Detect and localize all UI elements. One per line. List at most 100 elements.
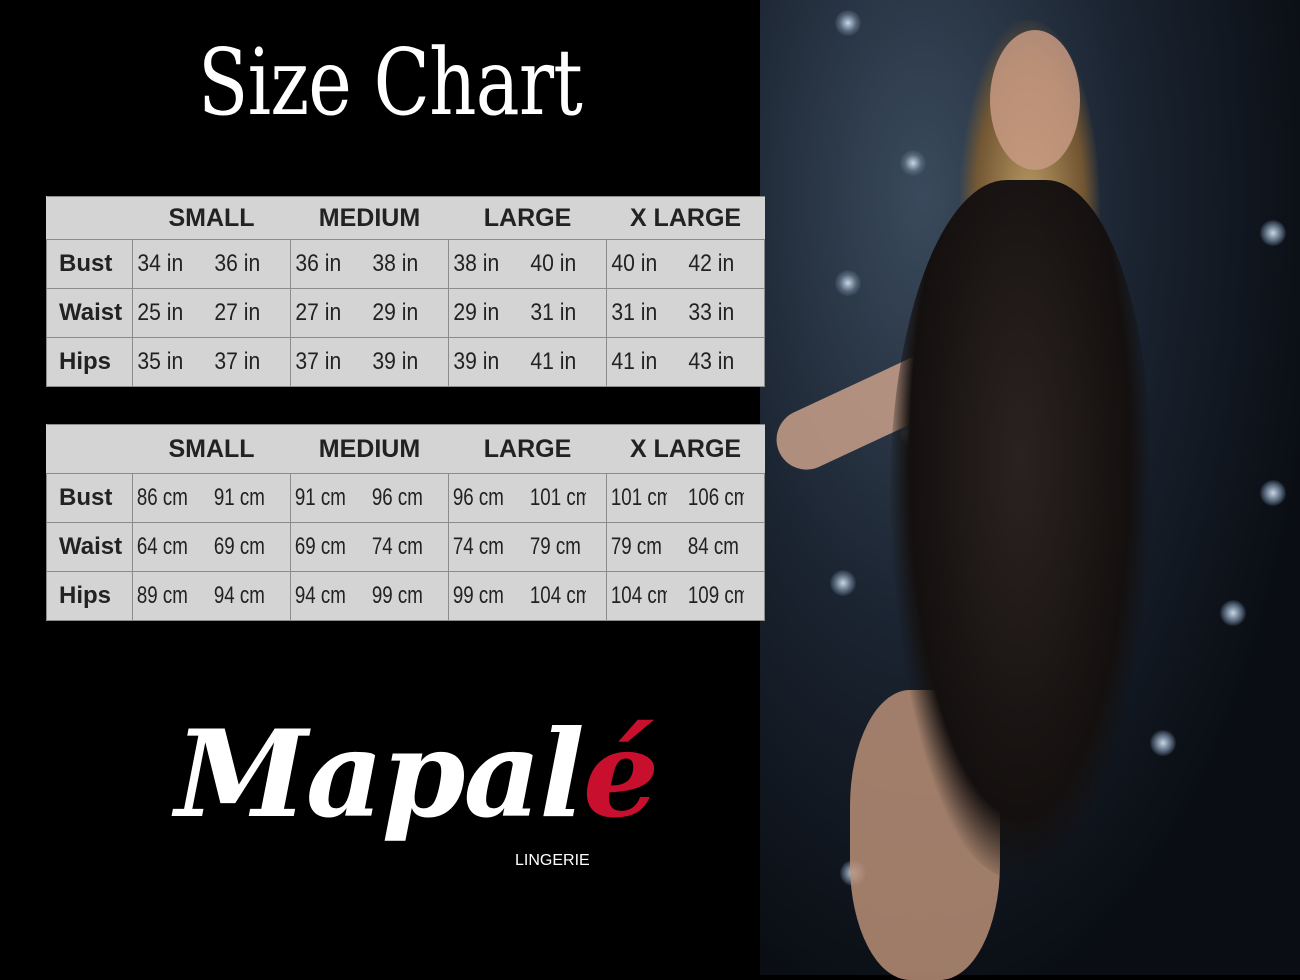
min-value: 41 in [611, 348, 658, 376]
size-cell: 91 cm 96 cm [290, 473, 449, 523]
min-value: 101 cm [610, 484, 668, 512]
size-cell: 31 in 33 in [606, 288, 765, 338]
size-cell: 104 cm 109 cm [606, 571, 765, 621]
max-value: 99 cm [371, 582, 423, 610]
measure-label: Bust [46, 473, 133, 523]
max-value: 43 in [688, 348, 735, 376]
max-value: 42 in [688, 250, 735, 278]
size-cell: 38 in 40 in [448, 239, 607, 289]
table-row: Waist 25 in 27 in 27 in 29 in 29 in 31 in 31 in… [46, 288, 765, 338]
page-title: Size Chart [197, 29, 583, 136]
measure-label: Waist [46, 522, 133, 572]
min-value: 25 in [137, 299, 184, 327]
size-cell: 36 in 38 in [290, 239, 449, 289]
size-header: SMALL [132, 424, 291, 474]
max-value: 69 cm [213, 533, 265, 561]
logo-main-text: Mapal [175, 704, 585, 845]
size-cell: 99 cm 104 cm [448, 571, 607, 621]
size-cell: 96 cm 101 cm [448, 473, 607, 523]
size-cell: 34 in 36 in [132, 239, 291, 289]
min-value: 36 in [295, 250, 342, 278]
measure-label: Hips [46, 337, 133, 387]
table-row: Bust 34 in 36 in 36 in 38 in 38 in 40 in 40 in 4… [46, 239, 765, 289]
size-cell: 101 cm 106 cm [606, 473, 765, 523]
measure-label: Bust [46, 239, 133, 289]
max-value: 33 in [688, 299, 735, 327]
max-value: 41 in [530, 348, 577, 376]
table-row: Hips 35 in 37 in 37 in 39 in 39 in 41 in 41 in 4… [46, 337, 765, 387]
brand-subtitle: LINGERIE [515, 852, 590, 869]
size-cell: 27 in 29 in [290, 288, 449, 338]
min-value: 89 cm [136, 582, 188, 610]
max-value: 84 cm [687, 533, 739, 561]
logo-accent-text: é [582, 704, 659, 845]
max-value: 94 cm [213, 582, 265, 610]
max-value: 31 in [530, 299, 577, 327]
min-value: 37 in [295, 348, 342, 376]
table-row: Bust 86 cm 91 cm 91 cm 96 cm 96 cm 101 cm 101 c… [46, 473, 765, 523]
size-cell: 25 in 27 in [132, 288, 291, 338]
size-table-inches: SMALL MEDIUM LARGE X LARGE Bust 34 in 36 in 36 … [46, 196, 765, 387]
corner-cell [46, 424, 133, 474]
max-value: 38 in [372, 250, 419, 278]
min-value: 104 cm [610, 582, 668, 610]
size-header: MEDIUM [290, 424, 449, 474]
max-value: 106 cm [687, 484, 745, 512]
size-cell: 40 in 42 in [606, 239, 765, 289]
max-value: 101 cm [529, 484, 587, 512]
max-value: 39 in [372, 348, 419, 376]
max-value: 74 cm [371, 533, 423, 561]
model-photo [760, 0, 1300, 980]
header-row: SMALL MEDIUM LARGE X LARGE [46, 196, 765, 240]
max-value: 27 in [214, 299, 261, 327]
size-cell: 35 in 37 in [132, 337, 291, 387]
measure-label: Waist [46, 288, 133, 338]
min-value: 39 in [453, 348, 500, 376]
max-value: 91 cm [213, 484, 265, 512]
size-header: MEDIUM [290, 196, 449, 240]
size-cell: 64 cm 69 cm [132, 522, 291, 572]
max-value: 109 cm [687, 582, 745, 610]
min-value: 69 cm [294, 533, 346, 561]
min-value: 34 in [137, 250, 184, 278]
size-cell: 89 cm 94 cm [132, 571, 291, 621]
size-header: LARGE [448, 424, 607, 474]
min-value: 64 cm [136, 533, 188, 561]
max-value: 40 in [530, 250, 577, 278]
min-value: 74 cm [452, 533, 504, 561]
max-value: 79 cm [529, 533, 581, 561]
min-value: 40 in [611, 250, 658, 278]
size-cell: 74 cm 79 cm [448, 522, 607, 572]
min-value: 29 in [453, 299, 500, 327]
min-value: 94 cm [294, 582, 346, 610]
size-cell: 86 cm 91 cm [132, 473, 291, 523]
size-cell: 69 cm 74 cm [290, 522, 449, 572]
max-value: 29 in [372, 299, 419, 327]
size-cell: 37 in 39 in [290, 337, 449, 387]
table-row: Waist 64 cm 69 cm 69 cm 74 cm 74 cm 79 cm 79 cm… [46, 522, 765, 572]
min-value: 31 in [611, 299, 658, 327]
max-value: 36 in [214, 250, 261, 278]
size-cell: 29 in 31 in [448, 288, 607, 338]
size-cell: 94 cm 99 cm [290, 571, 449, 621]
min-value: 35 in [137, 348, 184, 376]
size-header: X LARGE [606, 196, 765, 240]
min-value: 79 cm [610, 533, 662, 561]
min-value: 96 cm [452, 484, 504, 512]
size-cell: 79 cm 84 cm [606, 522, 765, 572]
brand-logo: Mapalé [175, 715, 659, 835]
min-value: 38 in [453, 250, 500, 278]
size-header: X LARGE [606, 424, 765, 474]
measure-label: Hips [46, 571, 133, 621]
size-cell: 39 in 41 in [448, 337, 607, 387]
min-value: 27 in [295, 299, 342, 327]
size-cell: 41 in 43 in [606, 337, 765, 387]
size-table-cm: SMALL MEDIUM LARGE X LARGE Bust 86 cm 91 cm 91 … [46, 424, 765, 621]
min-value: 99 cm [452, 582, 504, 610]
header-row: SMALL MEDIUM LARGE X LARGE [46, 424, 765, 474]
corner-cell [46, 196, 133, 240]
max-value: 96 cm [371, 484, 423, 512]
min-value: 86 cm [136, 484, 188, 512]
min-value: 91 cm [294, 484, 346, 512]
max-value: 104 cm [529, 582, 587, 610]
